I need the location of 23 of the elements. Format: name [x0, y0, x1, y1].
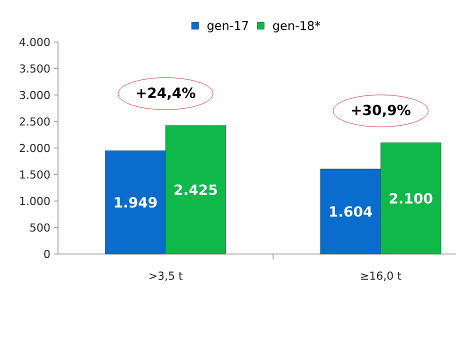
y-tick-label: 3.500 [20, 64, 50, 73]
data-label: 2.100 [390, 193, 432, 204]
y-tick-label: 2.500 [20, 117, 50, 126]
y-tick-label: 4.000 [20, 38, 50, 46]
data-label: 2.425 [174, 184, 217, 196]
x-tick-label: ≥16,0 t [361, 272, 402, 281]
y-tick-label: 1.000 [20, 196, 50, 206]
legend-label: gen-18* [273, 21, 320, 32]
data-label: 1.949 [114, 197, 157, 208]
bar [380, 142, 442, 254]
y-tick-label: 0 [44, 250, 50, 258]
legend-label: gen-17 [207, 21, 248, 32]
annotation: +24,4% [136, 87, 196, 100]
y-tick-label: 3.000 [20, 90, 50, 100]
bar [165, 125, 226, 254]
bar [320, 168, 381, 254]
x-tick-label: >3,5 t [149, 272, 183, 281]
y-tick-label: 2.000 [20, 144, 50, 152]
annotation: +30,9% [352, 104, 410, 118]
y-tick-label: 1.500 [20, 170, 50, 179]
bar [105, 150, 166, 254]
y-tick-label: 500 [30, 223, 50, 232]
data-label: 1.604 [330, 206, 372, 217]
